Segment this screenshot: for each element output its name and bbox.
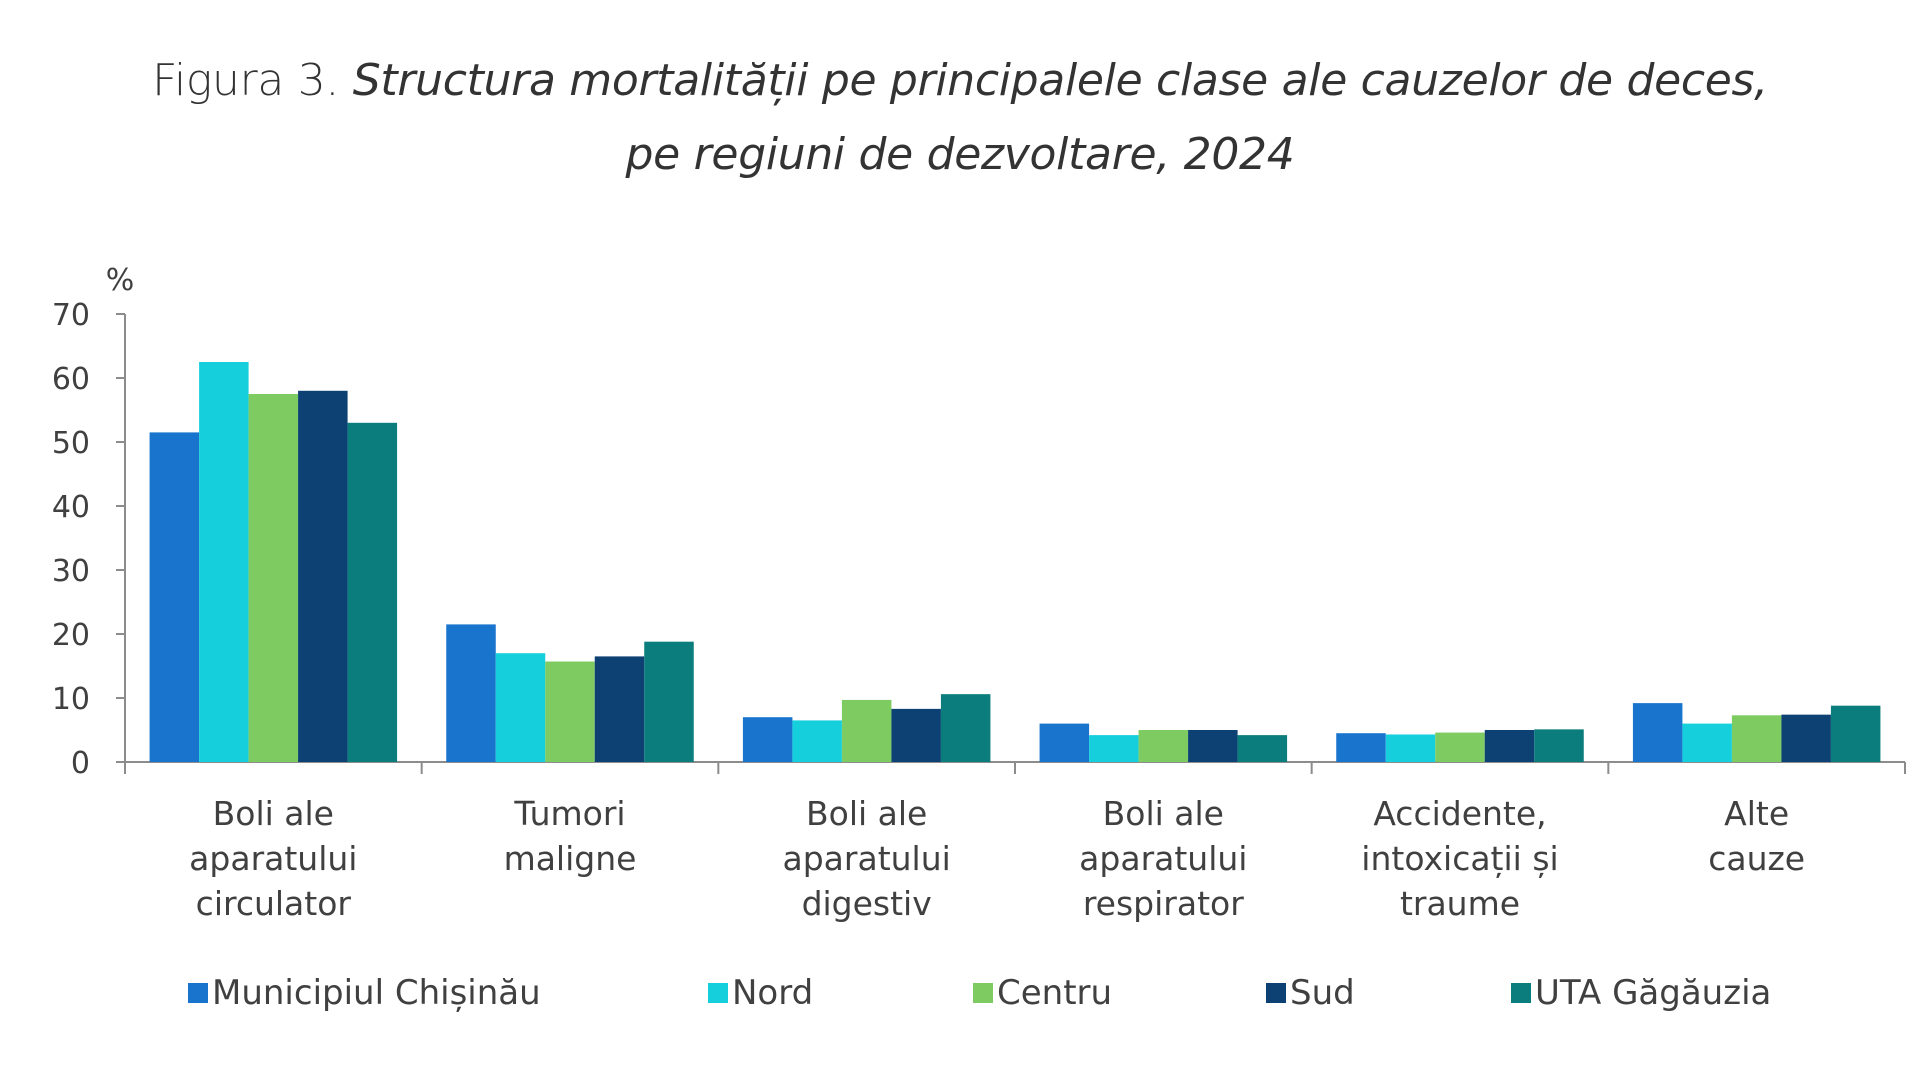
legend-label: Municipiul Chișinău — [212, 973, 541, 1013]
legend-label: Sud — [1290, 973, 1355, 1013]
x-category-label-line: Boli ale — [1103, 794, 1224, 833]
bar — [347, 422, 398, 762]
x-category-label-line: cauze — [1708, 839, 1805, 878]
legend-label: Nord — [732, 973, 814, 1013]
bar — [248, 394, 299, 762]
x-category-label-line: intoxicații și — [1361, 839, 1558, 879]
bar — [940, 694, 991, 762]
title-line2-text: pe regiuni de dezvoltare, 2024 — [625, 129, 1295, 180]
bar — [199, 362, 249, 762]
bar — [644, 641, 694, 762]
x-category-label-line: traume — [1400, 884, 1520, 923]
bar — [841, 699, 892, 762]
x-category-label-line: maligne — [504, 839, 637, 878]
legend-swatch — [973, 983, 993, 1003]
x-category-label-line: aparatului — [1079, 839, 1247, 878]
x-category-label: Alte cauze — [1708, 794, 1805, 878]
bar — [1089, 735, 1139, 762]
x-category-label-line: Tumori — [513, 794, 625, 833]
legend-swatch — [188, 983, 208, 1003]
chart-title: Figura 3. Structura mortalității pe prin… — [0, 44, 1920, 192]
bar — [1188, 730, 1238, 762]
x-category-label-line: Accidente, — [1373, 794, 1546, 833]
legend-swatch — [708, 983, 728, 1003]
legend-swatch — [1266, 983, 1286, 1003]
x-category-label-line: Alte — [1724, 794, 1789, 833]
legend-item: Municipiul Chișinău — [188, 968, 541, 1018]
x-category-label-line: respirator — [1083, 884, 1244, 923]
y-axis-label: % — [106, 263, 135, 298]
chart-legend: Municipiul Chișinău Nord Centru Sud UTA Găgă… — [0, 968, 1920, 1018]
legend-swatch — [1511, 983, 1531, 1003]
legend-label: UTA Găgăuzia — [1535, 973, 1772, 1013]
y-tick-label: 60 — [52, 362, 90, 397]
y-tick-label: 10 — [52, 682, 90, 717]
bar — [298, 390, 348, 762]
bar — [1731, 715, 1782, 762]
x-category-label: Accidente, intoxicații și traume — [1361, 794, 1558, 923]
x-category-label-line: circulator — [196, 884, 352, 923]
y-tick-label: 50 — [52, 426, 90, 461]
y-tick-label: 70 — [52, 298, 90, 333]
bar — [792, 720, 842, 762]
x-category-label-line: aparatului — [189, 839, 357, 878]
bar — [1138, 730, 1189, 762]
y-tick-label: 30 — [52, 554, 90, 589]
x-category-label: Boli ale aparatului circulator — [189, 794, 357, 923]
bar — [149, 432, 200, 762]
chart-labels: 0 10 20 30 40 50 60 70% Boli ale aparatului circul… — [52, 263, 1805, 923]
x-category-label: Boli ale aparatului digestiv — [783, 794, 951, 923]
bar — [446, 624, 496, 762]
bar — [1039, 723, 1090, 762]
x-category-label-line: digestiv — [802, 884, 932, 923]
bar — [1632, 703, 1683, 762]
legend-item: Nord — [708, 968, 813, 1018]
bar — [1237, 735, 1288, 762]
bar — [742, 717, 793, 762]
legend-item: UTA Găgăuzia — [1511, 968, 1771, 1018]
y-tick-label: 0 — [71, 746, 90, 781]
x-category-label-line: Boli ale — [806, 794, 927, 833]
x-category-label-line: aparatului — [783, 839, 951, 878]
bar — [1336, 733, 1386, 762]
title-line-2: pe regiuni de dezvoltare, 2024 — [0, 118, 1920, 192]
bar — [891, 708, 941, 762]
bar — [1484, 730, 1535, 762]
bar — [594, 656, 645, 762]
chart-axes — [116, 313, 1906, 774]
bar — [545, 661, 595, 762]
chart-bars — [149, 362, 1881, 762]
title-line1-text: Structura mortalității pe principalele c… — [352, 55, 1768, 106]
legend-item: Centru — [973, 968, 1112, 1018]
y-tick-label: 20 — [52, 618, 90, 653]
x-category-label: Tumori maligne — [504, 794, 637, 878]
x-category-label: Boli ale aparatului respirator — [1079, 794, 1247, 923]
y-tick-label: 40 — [52, 490, 90, 525]
bar — [1534, 729, 1584, 762]
bar — [1682, 723, 1732, 762]
bar — [1830, 705, 1881, 762]
legend-label: Centru — [997, 973, 1113, 1013]
legend-item: Sud — [1266, 968, 1355, 1018]
bar — [1781, 714, 1831, 762]
bar — [495, 653, 546, 762]
bar — [1435, 732, 1485, 762]
title-line-1: Figura 3. Structura mortalității pe prin… — [0, 44, 1920, 118]
title-prefix: Figura 3. — [152, 55, 353, 106]
x-category-label-line: Boli ale — [213, 794, 334, 833]
bar — [1385, 734, 1436, 762]
